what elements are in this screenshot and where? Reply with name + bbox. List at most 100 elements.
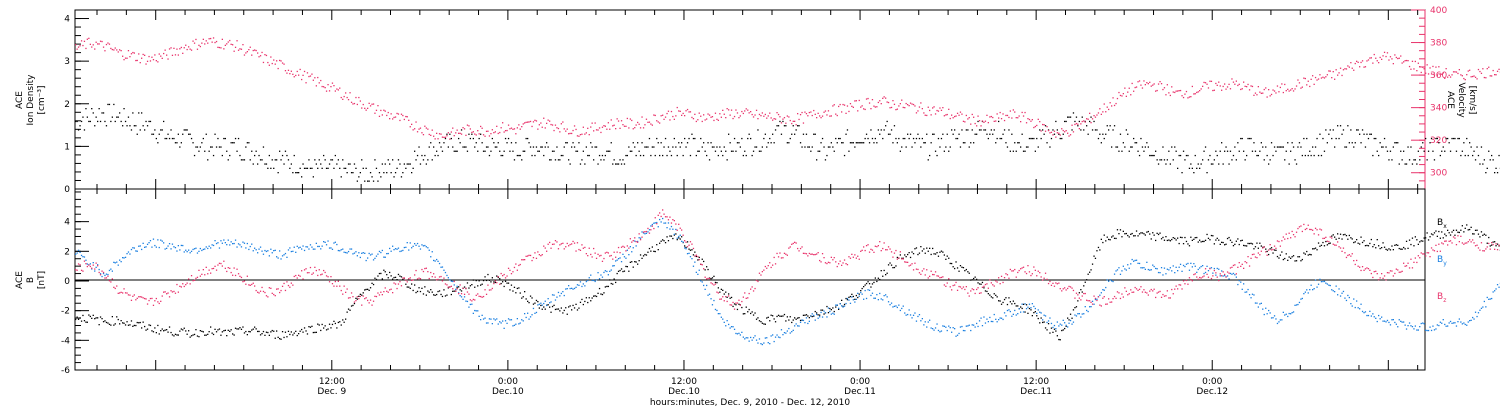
- data-point: [1091, 129, 1094, 131]
- data-point: [1039, 311, 1041, 313]
- data-point: [582, 150, 584, 152]
- data-point: [1137, 81, 1139, 83]
- data-point: [185, 44, 187, 46]
- data-point: [482, 134, 485, 136]
- data-point: [1037, 146, 1039, 148]
- data-point: [312, 248, 314, 250]
- data-point: [549, 120, 551, 122]
- data-point: [133, 324, 135, 327]
- data-point: [458, 137, 460, 140]
- data-point: [422, 245, 425, 247]
- data-point: [1027, 146, 1029, 148]
- data-point: [148, 120, 150, 123]
- data-point: [221, 242, 223, 244]
- data-point: [563, 128, 565, 130]
- data-point: [725, 325, 727, 327]
- data-point: [386, 114, 388, 117]
- data-point: [1221, 142, 1223, 144]
- data-point: [444, 136, 447, 138]
- data-point: [455, 150, 457, 152]
- data-point: [1144, 146, 1146, 148]
- data-point: [286, 154, 288, 157]
- data-point: [1473, 75, 1475, 77]
- data-point: [1015, 314, 1017, 316]
- data-point: [1089, 120, 1091, 123]
- data-point: [386, 253, 388, 255]
- data-point: [205, 334, 207, 336]
- data-point: [625, 154, 627, 157]
- data-point: [1385, 55, 1387, 58]
- data-point: [182, 133, 184, 135]
- data-point: [1310, 78, 1312, 80]
- data-point: [823, 146, 825, 148]
- data-point: [1127, 234, 1129, 237]
- data-point: [89, 315, 91, 318]
- data-point: [1229, 239, 1232, 241]
- data-point: [503, 150, 505, 152]
- data-point: [174, 54, 177, 56]
- data-point: [597, 272, 599, 274]
- data-point: [1253, 248, 1255, 250]
- data-point: [1074, 120, 1076, 123]
- data-point: [1053, 328, 1056, 330]
- data-point: [1078, 292, 1080, 294]
- data-point: [290, 70, 292, 72]
- data-point: [951, 129, 953, 131]
- data-point: [342, 159, 344, 161]
- data-point: [1464, 79, 1466, 81]
- data-point: [1015, 150, 1017, 152]
- data-point: [199, 330, 201, 332]
- top-plot-frame: [74, 9, 1426, 190]
- data-point: [79, 251, 81, 253]
- data-point: [1247, 137, 1249, 140]
- data-point: [1174, 237, 1176, 240]
- data-point: [723, 113, 725, 115]
- data-point: [356, 255, 358, 257]
- data-point: [634, 261, 636, 263]
- data-point: [836, 142, 838, 144]
- data-point: [160, 129, 162, 131]
- data-point: [142, 125, 144, 127]
- data-point: [1265, 248, 1267, 250]
- data-point: [1069, 116, 1072, 118]
- data-point: [645, 146, 648, 148]
- data-point: [452, 290, 454, 292]
- data-point: [283, 336, 285, 339]
- data-point: [742, 336, 744, 338]
- data-point: [179, 48, 181, 50]
- data-point: [716, 118, 718, 120]
- data-point: [937, 329, 940, 332]
- data-point: [1451, 137, 1453, 140]
- data-point: [973, 116, 975, 118]
- data-point: [879, 133, 881, 135]
- data-point: [257, 252, 259, 254]
- data-point: [1121, 95, 1123, 97]
- data-point: [1400, 55, 1402, 57]
- data-point: [1455, 150, 1458, 152]
- data-point: [1009, 301, 1011, 303]
- data-point: [1342, 129, 1345, 131]
- data-point: [899, 309, 901, 312]
- data-point: [719, 313, 721, 315]
- data-point: [318, 159, 320, 161]
- data-point: [769, 137, 771, 140]
- data-point: [970, 142, 972, 144]
- data-point: [1055, 330, 1057, 332]
- data-point: [1184, 159, 1186, 161]
- data-point: [1031, 119, 1033, 121]
- data-point: [1474, 76, 1477, 78]
- data-point: [563, 309, 565, 312]
- data-point: [1134, 235, 1136, 237]
- data-point: [604, 154, 606, 157]
- data-point: [688, 248, 690, 250]
- data-point: [301, 328, 303, 331]
- data-point: [648, 229, 651, 231]
- data-point: [978, 120, 981, 122]
- data-point: [1119, 94, 1122, 97]
- data-point: [1419, 241, 1421, 243]
- data-point: [1153, 234, 1155, 236]
- data-point: [1113, 104, 1116, 107]
- data-point: [459, 289, 461, 291]
- data-point: [372, 259, 375, 261]
- data-point: [371, 282, 373, 284]
